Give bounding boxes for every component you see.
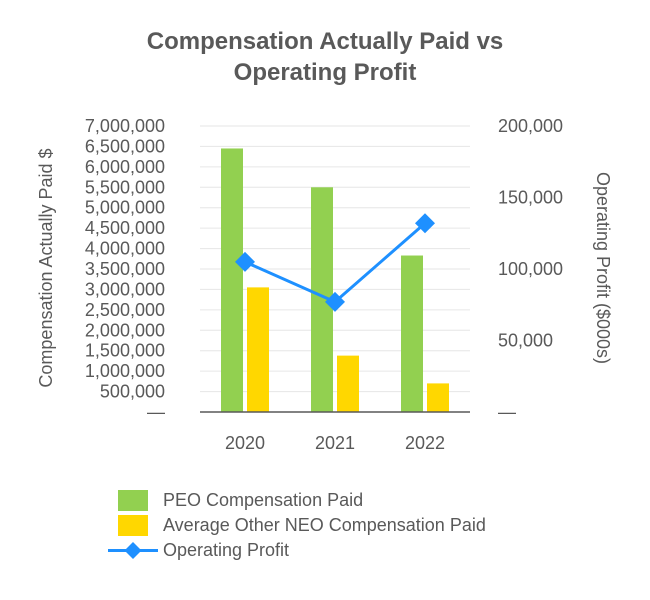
legend-item-neo: Average Other NEO Compensation Paid xyxy=(118,513,486,538)
legend-label-operating-profit: Operating Profit xyxy=(163,540,290,560)
y-right-tick-label: 200,000 xyxy=(498,116,563,136)
y-left-tick-label: 2,000,000 xyxy=(85,320,165,340)
x-tick-label: 2022 xyxy=(405,433,445,453)
y-axis-left-title: Compensation Actually Paid $ xyxy=(36,148,56,387)
legend-label-peo: PEO Compensation Paid xyxy=(163,490,364,510)
legend-item-operating-profit: Operating Profit xyxy=(108,538,486,563)
y-left-tick-label: 5,000,000 xyxy=(85,198,165,218)
y-left-tick-label: 5,500,000 xyxy=(85,177,165,197)
bar-neo-2020 xyxy=(247,287,269,412)
y-left-tick-label: 7,000,000 xyxy=(85,116,165,136)
y-left-tick-label: — xyxy=(147,402,165,422)
x-tick-label: 2021 xyxy=(315,433,355,453)
chart-title-line-2: Operating Profit xyxy=(233,59,417,86)
legend: PEO Compensation Paid Average Other NEO … xyxy=(108,488,486,563)
legend-item-peo: PEO Compensation Paid xyxy=(118,488,486,513)
bar-peo-2021 xyxy=(311,187,333,412)
bars xyxy=(221,148,449,412)
y-left-tick-label: 1,500,000 xyxy=(85,341,165,361)
y-left-tick-label: 4,000,000 xyxy=(85,239,165,259)
legend-swatch-neo xyxy=(118,515,148,536)
operating-profit-point-2020 xyxy=(235,251,255,272)
bar-peo-2020 xyxy=(221,148,243,412)
y-left-tick-label: 3,000,000 xyxy=(85,279,165,299)
y-left-tick-label: 1,000,000 xyxy=(85,361,165,381)
legend-swatch-operating-profit xyxy=(108,542,158,559)
chart-title: Compensation Actually Paid vs Operating … xyxy=(0,26,650,88)
bar-peo-2022 xyxy=(401,255,423,412)
y-right-tick-label: — xyxy=(498,402,516,422)
gridlines xyxy=(200,125,470,393)
y-right-tick-label: 100,000 xyxy=(498,259,563,279)
y-left-tick-label: 3,500,000 xyxy=(85,259,165,279)
y-left-tick-label: 2,500,000 xyxy=(85,300,165,320)
y-left-tick-label: 4,500,000 xyxy=(85,218,165,238)
y-axis-right: — 50,000 100,000 150,000 200,000 xyxy=(498,116,563,422)
operating-profit-line-path xyxy=(244,222,426,304)
operating-profit-point-2022 xyxy=(415,213,435,234)
x-tick-label: 2020 xyxy=(225,433,265,453)
y-right-tick-label: 150,000 xyxy=(498,188,563,208)
legend-label-neo: Average Other NEO Compensation Paid xyxy=(163,515,486,535)
operating-profit-line xyxy=(235,213,435,312)
y-left-tick-label: 6,500,000 xyxy=(85,136,165,156)
operating-profit-point-2021 xyxy=(325,291,345,312)
y-axis-right-title: Operating Profit ($000s) xyxy=(593,172,613,364)
x-axis: 2020 2021 2022 xyxy=(200,411,470,453)
y-right-tick-label: 50,000 xyxy=(498,331,553,351)
y-axis-left: —500,0001,000,0001,500,0002,000,0002,500… xyxy=(85,116,165,422)
legend-swatch-peo xyxy=(118,490,148,511)
y-left-tick-label: 500,000 xyxy=(100,382,165,402)
chart-title-line-1: Compensation Actually Paid vs xyxy=(146,28,504,55)
y-left-tick-label: 6,000,000 xyxy=(85,157,165,177)
bar-neo-2021 xyxy=(337,355,359,412)
bar-neo-2022 xyxy=(427,383,449,412)
